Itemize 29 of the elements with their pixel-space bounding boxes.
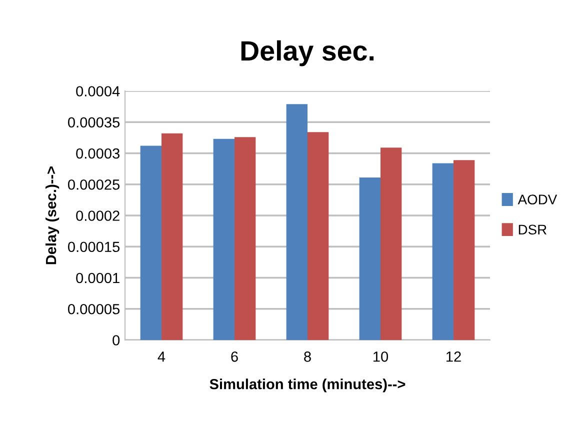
- bar: [140, 146, 162, 340]
- bar: [432, 163, 454, 340]
- y-tick-label: 0.00035: [68, 117, 120, 128]
- legend-label: DSR: [518, 224, 546, 235]
- x-tick-label: 4: [158, 352, 166, 362]
- y-tick-label: 0.0004: [76, 86, 120, 96]
- x-tick-label: 12: [446, 351, 461, 362]
- x-tick-label: 10: [374, 351, 388, 362]
- legend-label: AODV: [518, 194, 558, 204]
- bar: [234, 137, 256, 340]
- bar: [213, 138, 234, 340]
- bar: [308, 132, 329, 340]
- y-tick-label: 0.00025: [68, 179, 120, 190]
- x-axis-title: Simulation time (minutes)-->: [210, 378, 406, 392]
- bar: [162, 133, 183, 340]
- chart-title: Delay sec.: [241, 40, 374, 66]
- y-tick-label: 0.00005: [68, 304, 120, 314]
- bar: [380, 148, 402, 340]
- y-tick-label: 0: [112, 335, 120, 346]
- y-tick-label: 0.0003: [76, 148, 120, 159]
- y-tick-label: 0.00015: [68, 242, 120, 252]
- y-tick-label: 0.0001: [76, 272, 120, 284]
- x-tick-label: 6: [231, 351, 238, 362]
- y-tick-label: 0.0002: [76, 210, 120, 221]
- x-tick-label: 8: [304, 351, 311, 362]
- bar: [286, 104, 308, 340]
- bar: [359, 178, 380, 340]
- y-axis-title: Delay (sec.)-->: [46, 166, 60, 264]
- bar: [454, 160, 475, 340]
